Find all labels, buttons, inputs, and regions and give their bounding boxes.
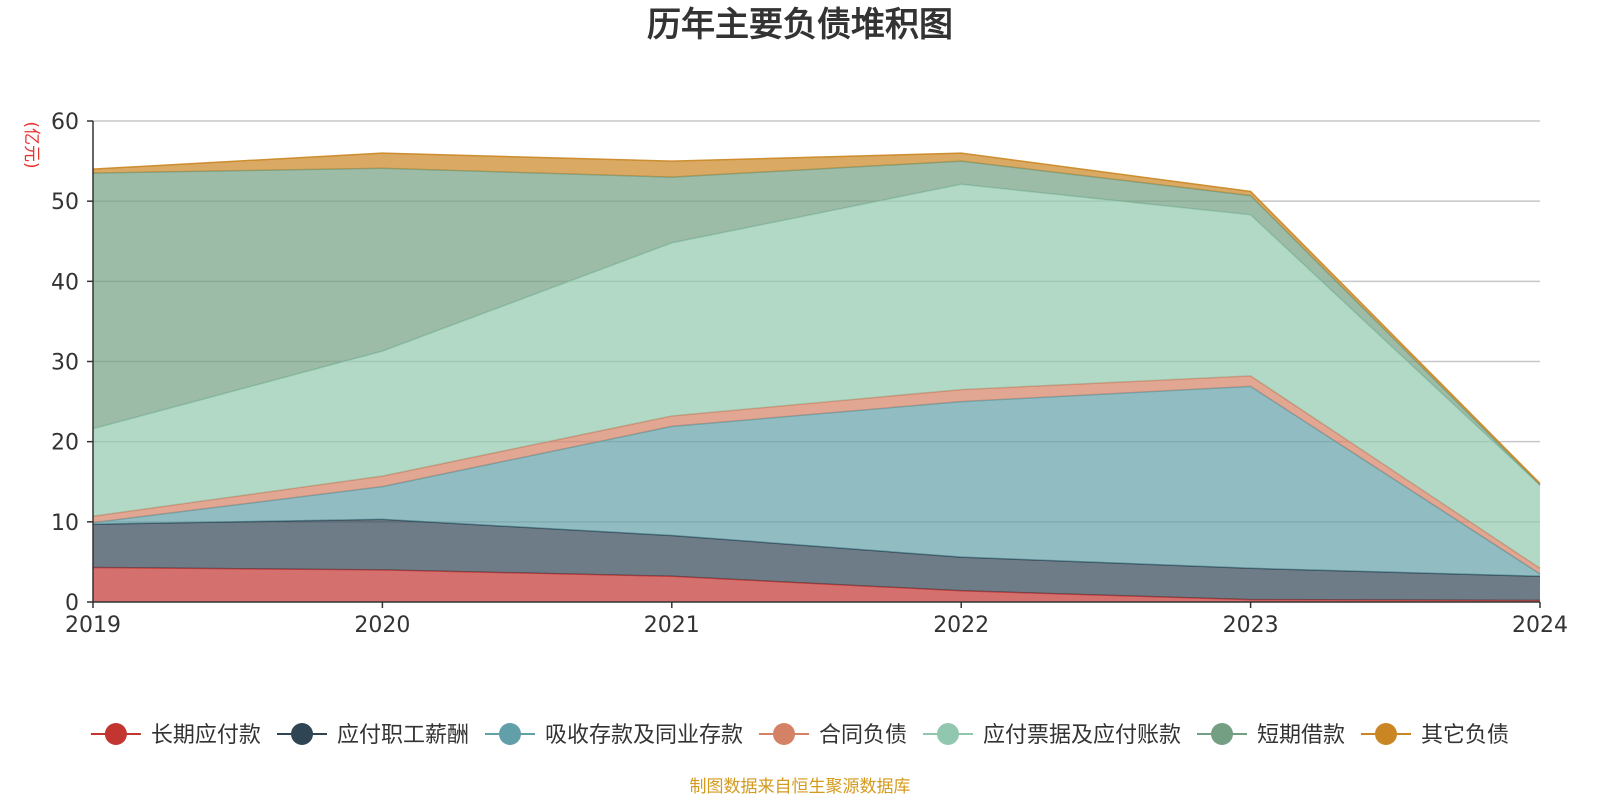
x-tick-label: 2022	[933, 613, 989, 638]
x-tick-label: 2021	[644, 613, 700, 638]
area-series-layer	[92, 152, 1541, 603]
y-axis-unit-label: (亿元)	[21, 121, 41, 168]
legend-label: 应付票据及应付账款	[983, 723, 1181, 748]
legend-label: 长期应付款	[151, 723, 261, 748]
legend-item-6[interactable]: 其它负债	[1361, 723, 1509, 748]
y-tick-label: 30	[51, 351, 79, 376]
legend-marker-icon	[1375, 723, 1397, 745]
area-series-1[interactable]	[93, 519, 1540, 601]
y-tick-label: 20	[51, 431, 79, 456]
legend-label: 其它负债	[1421, 723, 1509, 748]
legend-marker-icon	[937, 723, 959, 745]
legend-label: 应付职工薪酬	[337, 723, 469, 748]
legend-item-3[interactable]: 合同负债	[759, 723, 907, 748]
area-series-4[interactable]	[93, 184, 1540, 569]
legend-label: 合同负债	[819, 723, 907, 748]
y-tick-label: 40	[51, 270, 79, 295]
area-series-5[interactable]	[93, 161, 1540, 485]
legend-marker-icon	[1211, 723, 1233, 745]
y-tick-label: 60	[51, 110, 79, 135]
legend-marker-icon	[499, 723, 521, 745]
x-tick-label: 2020	[354, 613, 410, 638]
y-tick-label: 0	[65, 591, 79, 616]
legend-item-1[interactable]: 应付职工薪酬	[277, 723, 469, 748]
legend-marker-icon	[291, 723, 313, 745]
legend-item-4[interactable]: 应付票据及应付账款	[923, 723, 1181, 748]
legend-marker-icon	[773, 723, 795, 745]
legend-item-5[interactable]: 短期借款	[1197, 723, 1345, 748]
area-series-0[interactable]	[93, 567, 1540, 603]
y-tick-label: 50	[51, 190, 79, 215]
legend-item-0[interactable]: 长期应付款	[90, 723, 261, 748]
legend-marker-icon	[104, 723, 127, 745]
x-tick-label: 2023	[1223, 613, 1279, 638]
legend: 长期应付款 应付职工薪酬 吸收存款及同业存款 合同负债 应付票据及应付账款 短期借款 其它负…	[90, 723, 1509, 748]
area-series-2[interactable]	[93, 386, 1540, 577]
axes: 0 10 20 30 40 50 60 2019 2020 2021 2022 2023 2024	[51, 110, 1568, 638]
x-tick-label: 2024	[1512, 613, 1568, 638]
y-tick-label: 10	[51, 511, 79, 536]
legend-label: 吸收存款及同业存款	[545, 723, 743, 748]
data-source-note: 制图数据来自恒生聚源数据库	[690, 777, 911, 797]
chart-title: 历年主要负债堆积图	[647, 5, 953, 45]
legend-label: 短期借款	[1257, 723, 1345, 748]
x-tick-label: 2019	[65, 613, 121, 638]
legend-item-2[interactable]: 吸收存款及同业存款	[485, 723, 743, 748]
area-edge-6	[92, 152, 1541, 484]
